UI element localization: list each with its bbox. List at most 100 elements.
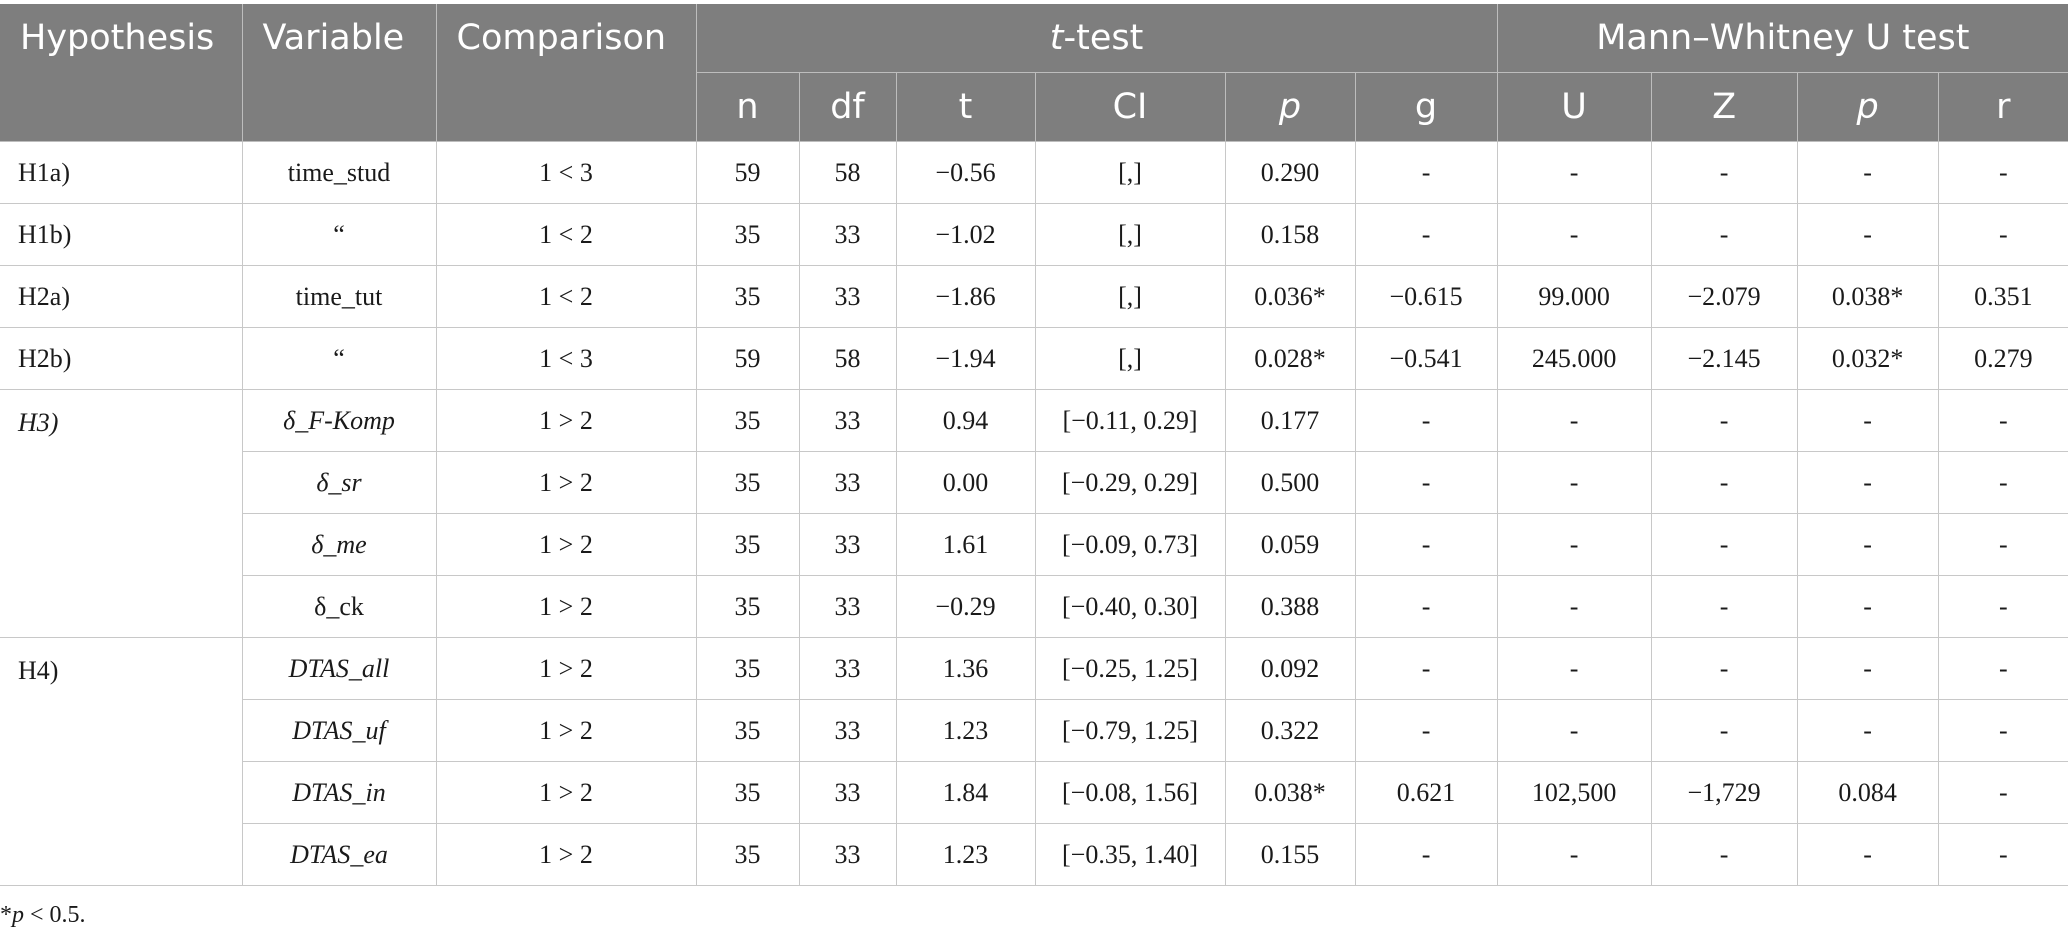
p-mw-cell: 0.038* (1797, 265, 1939, 328)
df-cell: 58 (799, 141, 897, 204)
u-cell: 102,500 (1497, 761, 1652, 824)
g-cell: - (1355, 203, 1498, 266)
subheader-n: n (696, 72, 800, 142)
p-cell: 0.177 (1225, 389, 1356, 452)
u-cell: - (1497, 203, 1652, 266)
comparison-cell: 1 > 2 (436, 389, 697, 452)
p-cell: 0.322 (1225, 699, 1356, 762)
footnote-p: p (12, 902, 24, 928)
hypothesis-cell: H4) (0, 637, 243, 886)
t-cell: 1.23 (896, 823, 1036, 886)
t-cell: −1.02 (896, 203, 1036, 266)
n-cell: 35 (696, 203, 800, 266)
header-t-test-t: t (1049, 18, 1064, 58)
comparison-cell: 1 > 2 (436, 699, 697, 762)
comparison-cell: 1 > 2 (436, 637, 697, 700)
t-cell: −0.56 (896, 141, 1036, 204)
comparison-cell: 1 > 2 (436, 823, 697, 886)
u-cell: 245.000 (1497, 327, 1652, 390)
df-cell: 33 (799, 389, 897, 452)
p-mw-cell: 0.032* (1797, 327, 1939, 390)
subheader-g: g (1355, 72, 1498, 142)
z-cell: - (1651, 389, 1798, 452)
comparison-cell: 1 < 2 (436, 265, 697, 328)
variable-cell: DTAS_ea (242, 823, 437, 886)
hypothesis-cell: H3) (0, 389, 243, 638)
ci-cell: [,] (1035, 141, 1226, 204)
p-mw-cell: - (1797, 203, 1939, 266)
ci-cell: [−0.25, 1.25] (1035, 637, 1226, 700)
z-cell: - (1651, 699, 1798, 762)
g-cell: - (1355, 451, 1498, 514)
p-cell: 0.158 (1225, 203, 1356, 266)
df-cell: 33 (799, 575, 897, 638)
r-cell: - (1938, 637, 2068, 700)
ci-cell: [−0.09, 0.73] (1035, 513, 1226, 576)
ci-cell: [−0.79, 1.25] (1035, 699, 1226, 762)
df-cell: 33 (799, 637, 897, 700)
table-row: H2b) “ 1 < 3 59 58 −1.94 [,] 0.028* −0.5… (0, 327, 2068, 390)
footnote-star: * (0, 902, 12, 928)
table-row: H4) DTAS_all 1 > 2 35 33 1.36 [−0.25, 1.… (0, 637, 2068, 886)
t-cell: 1.84 (896, 761, 1036, 824)
r-cell: - (1938, 451, 2068, 514)
g-cell: −0.615 (1355, 265, 1498, 328)
p-cell: 0.500 (1225, 451, 1356, 514)
r-cell: - (1938, 141, 2068, 204)
subheader-r: r (1938, 72, 2068, 142)
df-cell: 33 (799, 203, 897, 266)
p-cell: 0.036* (1225, 265, 1356, 328)
n-cell: 35 (696, 575, 800, 638)
u-cell: - (1497, 575, 1652, 638)
table-row: DTAS_ea 1 > 2 35 33 1.23 [−0.35, 1.40] 0… (0, 823, 2068, 886)
p-mw-cell: - (1797, 513, 1939, 576)
subheader-z: Z (1651, 72, 1798, 142)
u-cell: - (1497, 637, 1652, 700)
variable-cell: DTAS_all (242, 637, 437, 700)
r-cell: - (1938, 761, 2068, 824)
hypothesis-cell: H1a) (0, 141, 243, 204)
p-cell: 0.092 (1225, 637, 1356, 700)
z-cell: - (1651, 823, 1798, 886)
p-cell: 0.388 (1225, 575, 1356, 638)
u-cell: - (1497, 513, 1652, 576)
g-cell: 0.621 (1355, 761, 1498, 824)
df-cell: 33 (799, 451, 897, 514)
p-mw-cell: - (1797, 451, 1939, 514)
t-cell: −0.29 (896, 575, 1036, 638)
variable-cell: “ (242, 203, 437, 266)
comparison-cell: 1 < 3 (436, 327, 697, 390)
z-cell: - (1651, 203, 1798, 266)
ci-cell: [−0.08, 1.56] (1035, 761, 1226, 824)
table-row: H1a) time_stud 1 < 3 59 58 −0.56 [,] 0.2… (0, 141, 2068, 204)
z-cell: −2.079 (1651, 265, 1798, 328)
p-mw-cell: - (1797, 575, 1939, 638)
df-cell: 33 (799, 265, 897, 328)
df-cell: 33 (799, 761, 897, 824)
table-row: δ_ck 1 > 2 35 33 −0.29 [−0.40, 0.30] 0.3… (0, 575, 2068, 638)
table-row: H2a) time_tut 1 < 2 35 33 −1.86 [,] 0.03… (0, 265, 2068, 328)
t-cell: 1.36 (896, 637, 1036, 700)
r-cell: - (1938, 389, 2068, 452)
z-cell: - (1651, 141, 1798, 204)
g-cell: - (1355, 389, 1498, 452)
n-cell: 59 (696, 327, 800, 390)
ci-cell: [,] (1035, 203, 1226, 266)
header-mann-whitney: Mann–Whitney U test (1497, 4, 2068, 73)
header-hypothesis: Hypothesis (0, 4, 243, 142)
subheader-df: df (799, 72, 897, 142)
subheader-t: t (896, 72, 1036, 142)
subheader-ci: CI (1035, 72, 1226, 142)
p-mw-cell: - (1797, 699, 1939, 762)
u-cell: - (1497, 389, 1652, 452)
p-cell: 0.038* (1225, 761, 1356, 824)
header-comparison: Comparison (436, 4, 697, 142)
z-cell: −1,729 (1651, 761, 1798, 824)
ci-cell: [,] (1035, 265, 1226, 328)
variable-cell: δ_ck (242, 575, 437, 638)
n-cell: 35 (696, 513, 800, 576)
hypothesis-cell: H1b) (0, 203, 243, 266)
p-mw-cell: - (1797, 389, 1939, 452)
comparison-cell: 1 > 2 (436, 513, 697, 576)
subheader-p-mw: p (1797, 72, 1939, 142)
